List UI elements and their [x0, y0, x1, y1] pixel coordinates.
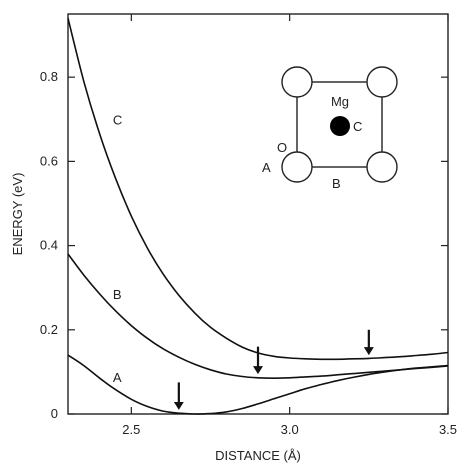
- inset-label-a: A: [262, 160, 271, 175]
- x-tick-label: 3.0: [281, 422, 299, 437]
- oxygen-atom-bottom-left: [281, 151, 313, 183]
- y-tick-label: 0: [51, 406, 58, 421]
- oxygen-atom-bottom-right: [366, 151, 398, 183]
- x-axis-ticks: 2.5 3.0 3.5: [122, 14, 457, 437]
- y-tick-label: 0.8: [40, 69, 58, 84]
- oxygen-atom-top-right: [366, 66, 398, 98]
- y-axis-ticks: 0 0.2 0.4 0.6 0.8: [40, 69, 448, 421]
- curve-label-b: B: [113, 287, 122, 302]
- y-tick-label: 0.6: [40, 153, 58, 168]
- mgo-lattice-inset: Mg C O A B: [262, 66, 398, 191]
- curve-b: [67, 253, 449, 380]
- mg-atom-center: [330, 116, 350, 136]
- x-tick-label: 3.5: [439, 422, 457, 437]
- y-tick-label: 0.2: [40, 322, 58, 337]
- inset-label-c: C: [353, 119, 362, 134]
- curve-label-c: C: [113, 112, 122, 127]
- x-tick-label: 2.5: [122, 422, 140, 437]
- minimum-arrows: [173, 329, 374, 410]
- y-tick-label: 0.4: [40, 238, 58, 253]
- inset-label-o: O: [277, 140, 287, 155]
- inset-label-mg: Mg: [331, 94, 349, 109]
- unit-cell-square: [296, 81, 383, 168]
- oxygen-atom-top-left: [281, 66, 313, 98]
- y-axis-title: ENERGY (eV): [10, 173, 25, 256]
- plot-frame: [67, 13, 449, 415]
- curve-labels: A B C: [113, 112, 122, 385]
- inset-label-b: B: [332, 176, 341, 191]
- curve-label-a: A: [113, 370, 122, 385]
- x-axis-title: DISTANCE (Å): [215, 448, 301, 463]
